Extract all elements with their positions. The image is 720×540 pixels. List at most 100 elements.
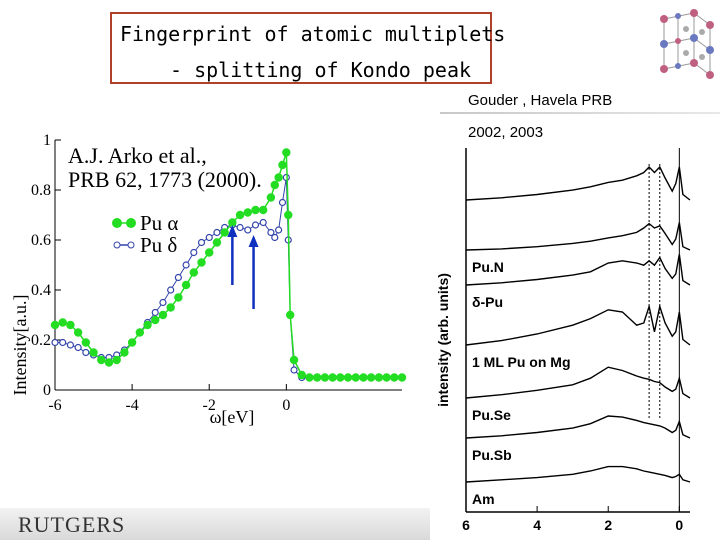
data-point [212,238,222,247]
data-point [151,308,159,317]
right-x-tick-label: 0 [675,517,683,533]
data-point [285,310,295,320]
slide-title-line1: Fingerprint of atomic multiplets [120,22,506,46]
data-point [328,373,337,382]
data-point [190,248,198,257]
crystal-lattice-icon [660,9,714,79]
data-point [236,223,244,232]
data-point [58,318,67,327]
x-tick-label: -4 [125,397,138,414]
spectrum-curve [465,415,691,439]
footer-bar [0,508,430,540]
data-point [320,373,330,382]
data-point [50,320,60,330]
slide-title-box: Fingerprint of atomic multiplets - split… [110,12,505,84]
data-point [166,303,175,312]
data-point [290,366,298,374]
spectrum-label: 1 ML Pu on Mg [472,354,571,370]
data-point [271,233,279,242]
right-x-tick-label: 4 [533,517,541,533]
legend-marker [113,241,121,249]
data-point [66,320,75,330]
data-point [158,310,168,320]
data-point [351,373,360,382]
spectrum-curve [465,222,691,251]
data-point [104,358,114,367]
citation-line2: 2002, 2003 [468,124,544,141]
data-point [282,148,291,157]
spectrum-label: Pu.Se [472,407,511,423]
legend-marker [126,218,136,228]
y-tick-label: 0.8 [31,182,51,199]
divider-line [440,112,720,114]
chart-annotation-line1: A.J. Arko et al., [68,143,207,168]
legend-marker [127,241,135,249]
spectrum-label: δ-Pu [472,294,503,310]
data-point [159,298,167,307]
data-point [120,348,129,357]
legend-label: Pu α [140,211,178,235]
data-point [243,208,252,217]
citation-line1: Gouder , Havela PRB [468,92,613,109]
spectrum-curve [465,165,691,201]
slide-title-line2: - splitting of Kondo peak [170,58,472,82]
y-axis-label: Intensity[a.u.] [10,295,30,396]
data-point [205,248,214,257]
data-point [274,173,283,182]
spectrum-curve [465,366,691,399]
data-point [127,338,137,347]
data-point [267,228,275,237]
data-point [275,226,283,234]
legend-marker [112,218,122,228]
data-point [284,210,293,220]
data-point [197,238,206,247]
data-point [143,320,152,330]
data-point [51,338,59,347]
arrow-head [248,235,259,247]
data-point [66,341,75,349]
series-line [55,177,402,378]
data-point [251,205,260,215]
data-point [359,373,368,382]
right-x-tick-label: 6 [462,517,470,533]
right-x-tick-label: 2 [604,517,612,533]
x-tick-label: 0 [282,397,290,414]
data-point [89,348,98,357]
x-axis-label: ω[eV] [210,407,255,427]
data-point [213,228,221,237]
data-point [174,273,182,282]
data-point [343,373,353,382]
data-point [366,373,376,382]
data-point [174,293,183,302]
data-point [251,221,260,229]
data-point [336,373,345,382]
x-tick-label: -2 [203,397,216,414]
data-point [374,373,384,382]
legend-label: Pu δ [140,233,177,257]
data-point [182,261,190,269]
data-point [181,280,191,290]
data-point [244,226,252,234]
data-point [73,328,83,337]
spectrum-curve [465,303,691,346]
spectrum-label: Pu.N [472,259,504,275]
data-point [259,218,267,227]
data-point [97,355,106,365]
data-point [259,205,268,215]
spectrum-label: Am [472,491,495,507]
x-tick-label: -6 [48,397,61,414]
left-spectrum-chart: -6 -4 -2 000.20.40.60.81 A.J. Arko et al., … [10,132,407,427]
data-point [289,355,299,365]
data-point [197,258,206,267]
data-point [167,286,175,294]
y-tick-label: 0.4 [31,282,51,299]
data-point [397,373,407,382]
data-point [382,373,391,382]
data-point [305,373,314,382]
data-point [112,355,121,365]
arrow-head [227,225,238,237]
data-point [189,268,198,277]
data-point [59,338,67,347]
data-point [235,210,245,220]
data-point [266,193,276,202]
